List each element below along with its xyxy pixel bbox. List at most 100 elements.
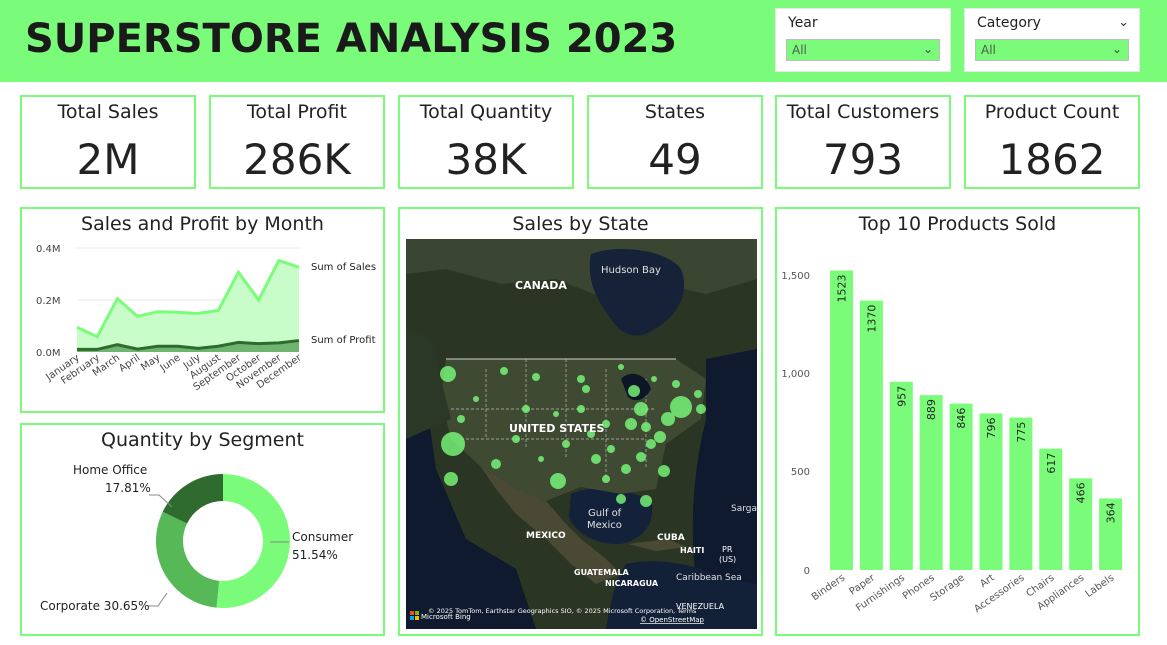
bar[interactable] [889,381,913,570]
bar[interactable] [919,395,943,570]
series-label-sales: Sum of Sales [311,262,376,273]
state-bubble[interactable] [694,390,702,398]
segment-panel[interactable]: Quantity by Segment Home Office 17.81% C… [20,423,385,636]
state-bubble[interactable] [550,473,566,489]
kpi-card-total-profit[interactable]: Total Profit 286K [209,95,385,189]
state-bubble[interactable] [602,475,610,483]
state-bubble[interactable] [641,422,651,432]
bar[interactable] [1069,478,1093,570]
kpi-card-product-count[interactable]: Product Count 1862 [964,95,1140,189]
year-slicer[interactable]: Year All ⌄ [775,8,951,72]
segment-donut-chart[interactable]: Home Office 17.81% Consumer 51.54% Corpo… [22,425,383,634]
map-label-gulf: Gulf of [588,508,622,519]
state-bubble[interactable] [616,494,626,504]
x-tick-label: June [158,352,183,374]
kpi-value: 38K [445,135,527,184]
state-bubble[interactable] [636,452,646,462]
sales-map[interactable]: CANADA Hudson Bay UNITED STATES MEXICO G… [406,239,757,629]
map-attribution[interactable]: © 2025 TomTom, Earthstar Geographics SIO… [428,607,697,615]
leader-line [149,494,173,508]
sales-area[interactable] [77,260,299,352]
kpi-card-total-customers[interactable]: Total Customers 793 [775,95,951,189]
state-bubble[interactable] [582,385,590,393]
pacific-water [406,389,536,629]
bar[interactable] [830,270,853,570]
year-dropdown[interactable]: All ⌄ [786,39,940,61]
bar[interactable] [949,403,973,570]
state-bubble[interactable] [628,385,640,397]
state-bubble[interactable] [602,420,610,428]
map-label-sargasso: Sarga [731,504,757,514]
map-label-haiti: HAITI [680,546,704,555]
bar[interactable] [1039,448,1063,570]
map-label-guatemala: GUATEMALA [574,568,630,577]
map-label-gulf: Mexico [587,520,622,531]
kpi-value: 2M [76,135,140,184]
state-bubble[interactable] [491,459,501,469]
donut-slice-consumer[interactable] [216,474,291,608]
year-dropdown-value: All [792,43,807,57]
donut-slice-corporate[interactable] [155,511,220,608]
sales-profit-panel[interactable]: Sales and Profit by Month 0.4M 0.2M 0.0M… [20,207,385,413]
state-bubble[interactable] [532,373,540,381]
kpi-card-total-quantity[interactable]: Total Quantity 38K [398,95,574,189]
state-bubble[interactable] [640,495,652,507]
cuba-land [628,539,686,551]
state-bubble[interactable] [607,445,615,453]
state-bubble[interactable] [441,432,465,456]
state-bubble[interactable] [512,435,520,443]
state-bubble[interactable] [587,430,595,438]
state-bubble[interactable] [634,402,648,416]
state-bubble[interactable] [500,367,508,375]
state-bubble[interactable] [661,412,675,426]
category-slicer[interactable]: Category ⌄ All ⌄ [964,8,1140,72]
west-coast-land [406,329,451,439]
state-bubble[interactable] [658,465,670,477]
sales-profit-chart[interactable]: 0.4M 0.2M 0.0M JanuaryFebruaryMarchApril… [22,209,383,411]
state-bubble[interactable] [654,431,666,443]
state-bubble[interactable] [440,366,456,382]
state-bubble[interactable] [672,380,680,388]
state-bubble[interactable] [621,464,631,474]
profit-line[interactable] [77,339,300,351]
state-bubble[interactable] [553,411,559,417]
bar[interactable] [1009,417,1033,570]
bar-data-label: 466 [1075,482,1088,503]
map-label-caribbean: Caribbean Sea [676,573,742,583]
top-products-panel[interactable]: Top 10 Products Sold 1,500 1,000 500 0 1… [775,207,1140,636]
y-tick-label: 1,500 [781,271,810,282]
map-canvas[interactable]: CANADA Hudson Bay UNITED STATES MEXICO G… [406,239,757,629]
bar[interactable] [979,413,1003,570]
state-bubble[interactable] [538,456,544,462]
state-bubble[interactable] [670,396,692,418]
atlantic-water [692,349,757,629]
map-attribution-osm[interactable]: © OpenStreetMap [640,616,705,624]
donut-label-home-office: Home Office [73,463,147,477]
state-bubble[interactable] [522,405,530,413]
top-products-chart[interactable]: 1,500 1,000 500 0 1523Binders1370Paper95… [777,209,1138,634]
kpi-card-states[interactable]: States 49 [587,95,763,189]
category-slicer-label: Category [977,15,1041,31]
category-dropdown[interactable]: All ⌄ [975,39,1129,61]
state-bubble[interactable] [646,439,656,449]
state-bubble[interactable] [457,415,465,423]
kpi-card-total-sales[interactable]: Total Sales 2M [20,95,196,189]
state-bubble[interactable] [577,375,585,383]
map-label-nicaragua: NICARAGUA [605,579,659,588]
y-tick-label: 0 [804,566,810,577]
state-bubble[interactable] [444,472,458,486]
state-bubble[interactable] [562,440,570,448]
map-panel[interactable]: Sales by State CANADA Hudson Bay [398,207,763,636]
state-bubble[interactable] [473,396,479,402]
state-bubble[interactable] [618,364,624,370]
bar[interactable] [859,300,883,570]
bar[interactable] [1099,498,1123,570]
state-bubble[interactable] [651,376,657,382]
state-bubble[interactable] [591,454,601,464]
state-bubble[interactable] [577,405,585,413]
donut-slice-home-office[interactable] [162,474,223,524]
state-bubble[interactable] [625,418,637,430]
chevron-down-icon[interactable]: ⌄ [1118,15,1129,30]
state-bubble[interactable] [696,404,706,414]
sales-line[interactable] [76,258,300,339]
